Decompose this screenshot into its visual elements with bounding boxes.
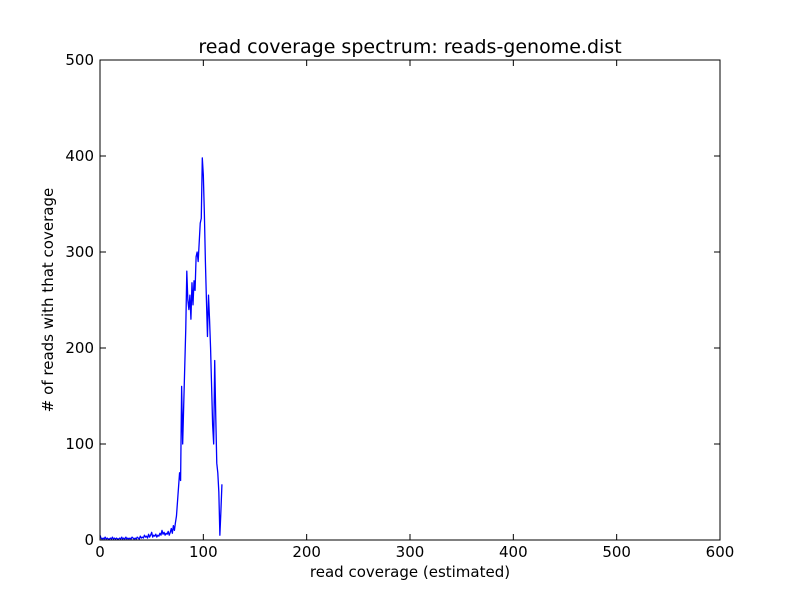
x-tick-label: 0	[95, 543, 105, 561]
x-tick-label: 300	[396, 543, 425, 561]
y-tick-label: 100	[65, 435, 94, 453]
series-layer	[99, 157, 223, 540]
y-tick-label: 300	[65, 243, 94, 261]
y-tick-label: 200	[65, 339, 94, 357]
y-tick-label: 400	[65, 147, 94, 165]
chart-title: read coverage spectrum: reads-genome.dis…	[198, 36, 621, 58]
y-tick-label: 0	[84, 531, 94, 549]
x-tick-label: 400	[499, 543, 528, 561]
x-axis-label: read coverage (estimated)	[310, 563, 510, 581]
plot-area-frame	[99, 59, 721, 541]
x-tick-label: 200	[292, 543, 321, 561]
x-tick-label: 600	[706, 543, 735, 561]
series-line	[99, 157, 223, 540]
axis-ticks: 0 100 200 300 400 500 600 0 100 200 300 400 500	[65, 51, 734, 561]
x-tick-label: 500	[602, 543, 631, 561]
y-axis-label: # of reads with that coverage	[39, 188, 57, 412]
x-tick-label: 100	[189, 543, 218, 561]
y-tick-label: 500	[65, 51, 94, 69]
